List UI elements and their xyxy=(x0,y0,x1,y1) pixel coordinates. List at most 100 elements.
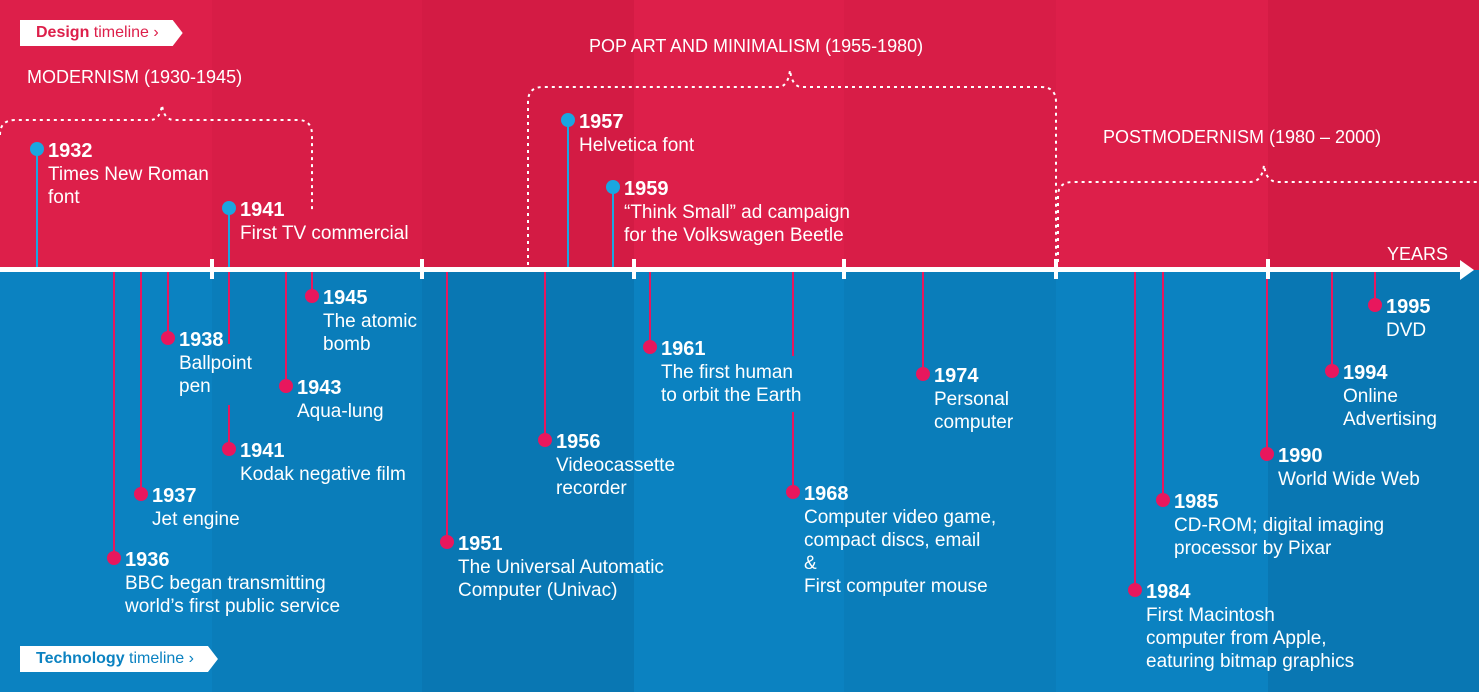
stem-1968-lower xyxy=(792,412,794,492)
event-description: Personal computer xyxy=(934,389,1014,433)
marker-dot-1995 xyxy=(1368,298,1382,312)
event-description: Times New Roman font xyxy=(48,164,209,208)
axis-arrow-icon xyxy=(1460,260,1474,280)
axis-tick xyxy=(420,259,424,279)
event-description: Videocassette recorder xyxy=(556,455,676,499)
design-band-7 xyxy=(1268,0,1479,270)
stem-1941-design xyxy=(228,207,230,269)
stem-1995 xyxy=(1374,272,1376,305)
axis-tick xyxy=(1054,259,1058,279)
axis-tick xyxy=(1266,259,1270,279)
stem-1938 xyxy=(167,272,169,338)
marker-dot-1932 xyxy=(30,142,44,156)
event-year: 1994 xyxy=(1343,362,1388,384)
technology-event-1936: 1936 BBC began transmitting world’s firs… xyxy=(125,548,340,618)
marker-dot-1941-tech xyxy=(222,442,236,456)
marker-dot-1943 xyxy=(279,379,293,393)
marker-dot-1936 xyxy=(107,551,121,565)
event-description: World Wide Web xyxy=(1278,469,1420,490)
technology-event-1951: 1951 The Universal Automatic Computer (U… xyxy=(458,532,664,602)
axis-tick xyxy=(842,259,846,279)
technology-event-1937: 1937 Jet engine xyxy=(152,484,240,531)
technology-event-1968: 1968 Computer video game, compact discs,… xyxy=(804,482,996,598)
design-timeline-label: Design timeline › xyxy=(20,20,183,46)
event-year: 1956 xyxy=(556,431,601,453)
event-year: 1936 xyxy=(125,549,170,571)
event-description: BBC began transmitting world’s first pub… xyxy=(125,573,341,617)
pop-art-bracket xyxy=(527,69,1057,265)
stem-1984 xyxy=(1134,272,1136,590)
era-title-modernism: MODERNISM (1930-1945) xyxy=(27,67,243,87)
stem-1941-tech-upper xyxy=(228,272,230,344)
design-band-3 xyxy=(422,0,634,270)
technology-event-1974: 1974 Personal computer xyxy=(934,364,1013,434)
stem-1990 xyxy=(1266,272,1268,454)
event-description: Ballpoint pen xyxy=(179,353,252,397)
marker-dot-1974 xyxy=(916,367,930,381)
marker-dot-1968 xyxy=(786,485,800,499)
event-description: The atomic bomb xyxy=(323,311,417,355)
technology-band-1 xyxy=(0,270,212,692)
event-description: Computer video game, compact discs, emai… xyxy=(804,507,997,597)
axis-label-years: YEARS xyxy=(1387,244,1449,264)
technology-band-5 xyxy=(844,270,1056,692)
design-timeline-rest: timeline › xyxy=(89,24,159,41)
stem-1941-tech-lower xyxy=(228,405,230,449)
technology-band-3 xyxy=(422,270,634,692)
technology-event-1938: 1938 Ballpoint pen xyxy=(179,328,252,398)
axis-tick xyxy=(210,259,214,279)
marker-dot-1945 xyxy=(305,289,319,303)
technology-event-1995: 1995 DVD xyxy=(1386,295,1431,342)
event-year: 1974 xyxy=(934,365,979,387)
technology-band-7 xyxy=(1268,270,1479,692)
era-title-postmodernism: POSTMODERNISM (1980 – 2000) xyxy=(1103,127,1382,147)
marker-dot-1959 xyxy=(606,180,620,194)
technology-timeline-bold: Technology xyxy=(36,650,125,667)
design-event-1957: 1957 Helvetica font xyxy=(579,110,694,157)
event-year: 1984 xyxy=(1146,581,1191,603)
event-year: 1945 xyxy=(323,287,368,309)
marker-dot-1937 xyxy=(134,487,148,501)
stem-1936 xyxy=(113,272,115,558)
event-description: Online Advertising xyxy=(1343,386,1437,430)
event-description: CD-ROM; digital imaging processor by Pix… xyxy=(1174,515,1385,559)
design-event-1941: 1941 First TV commercial xyxy=(240,198,409,245)
design-event-1959: 1959 “Think Small” ad campaign for the V… xyxy=(624,177,850,247)
event-year: 1941 xyxy=(240,440,285,462)
event-description: Jet engine xyxy=(152,509,240,530)
design-band-4 xyxy=(634,0,844,270)
event-description: The Universal Automatic Computer (Univac… xyxy=(458,557,664,601)
stem-1932 xyxy=(36,148,38,269)
axis-tick xyxy=(632,259,636,279)
technology-band-4 xyxy=(634,270,844,692)
stem-1945 xyxy=(311,272,313,296)
stem-1968-upper xyxy=(792,272,794,356)
stem-1957 xyxy=(567,120,569,269)
technology-event-1994: 1994 Online Advertising xyxy=(1343,361,1437,431)
years-axis xyxy=(0,267,1462,272)
technology-timeline-label: Technology timeline › xyxy=(20,646,218,672)
marker-dot-1994 xyxy=(1325,364,1339,378)
marker-dot-1961 xyxy=(643,340,657,354)
event-year: 1959 xyxy=(624,178,669,200)
event-year: 1990 xyxy=(1278,445,1323,467)
marker-dot-1938 xyxy=(161,331,175,345)
marker-dot-1990 xyxy=(1260,447,1274,461)
marker-dot-1941-design xyxy=(222,201,236,215)
stem-1937 xyxy=(140,272,142,494)
event-year: 1951 xyxy=(458,533,503,555)
stem-1994 xyxy=(1331,272,1333,371)
stem-1959 xyxy=(612,186,614,269)
event-description: First TV commercial xyxy=(240,223,409,244)
technology-event-1985: 1985 CD-ROM; digital imaging processor b… xyxy=(1174,490,1384,560)
event-year: 1938 xyxy=(179,329,224,351)
event-year: 1961 xyxy=(661,338,706,360)
technology-event-1990: 1990 World Wide Web xyxy=(1278,444,1420,491)
postmodernism-bracket xyxy=(1057,164,1479,262)
era-title-pop-art: POP ART AND MINIMALISM (1955-1980) xyxy=(589,36,924,56)
technology-event-1984: 1984 First Macintosh computer from Apple… xyxy=(1146,580,1354,673)
technology-band-2 xyxy=(212,270,422,692)
event-year: 1968 xyxy=(804,483,849,505)
stem-1943 xyxy=(285,272,287,386)
